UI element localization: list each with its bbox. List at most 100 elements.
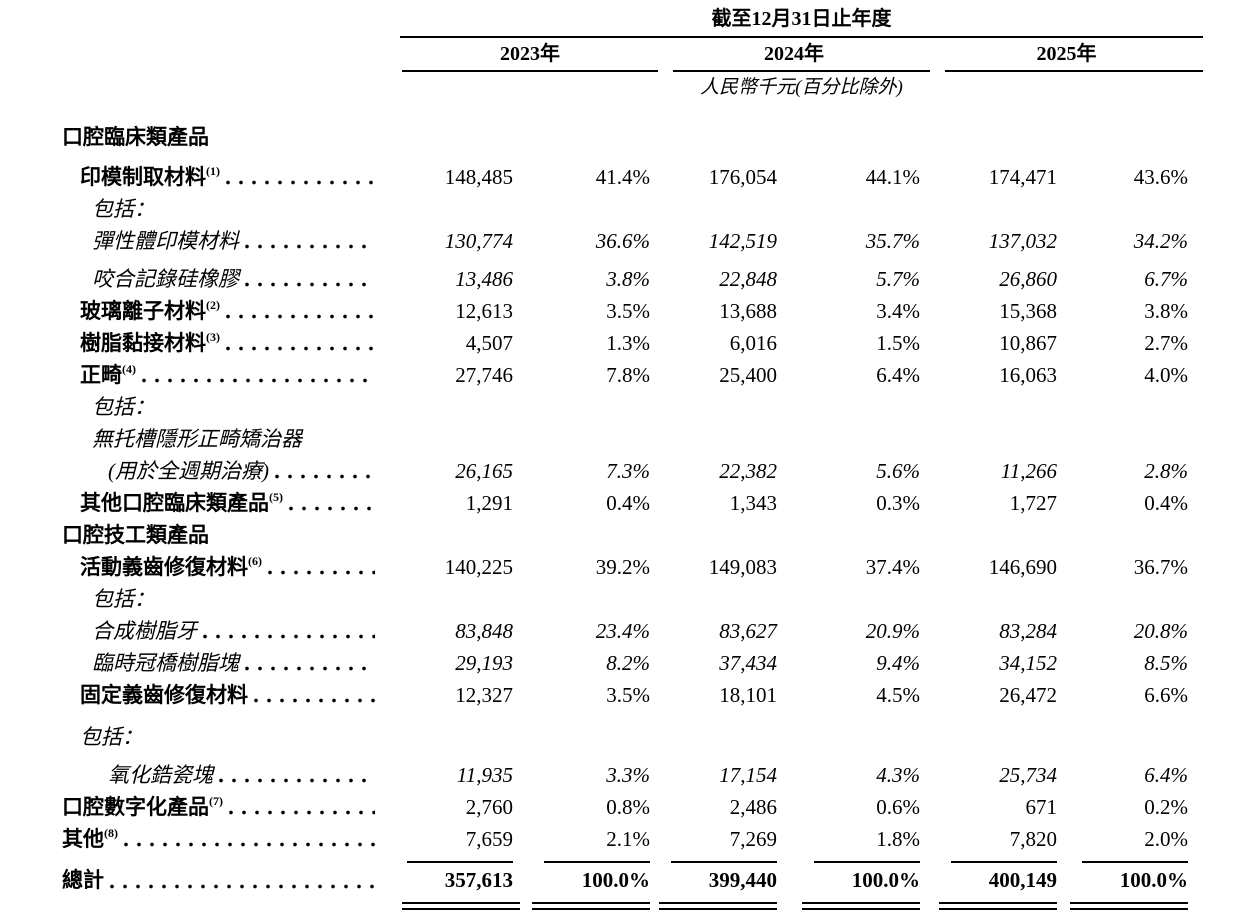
dot-leader [245,666,375,671]
percent-cell: 1.3% [606,331,650,355]
dot-leader [203,634,375,639]
row-label: 包括： [80,725,143,749]
dot-leader [254,698,375,703]
amount-cell: 174,471 [988,165,1057,189]
percent-cell: 36.6% [595,229,650,253]
year-column-2023: 2023年 [500,43,560,65]
total-bottom-double-rule-segment [658,902,777,910]
total-top-rule-segment [930,861,1057,863]
year-rule-2024 [658,70,930,72]
table-row: (用於全週期治療) 26,165 7.3% 22,382 5.6% 11,266 2.8% [62,455,1203,487]
percent-cell: 100.0% [581,868,650,892]
percent-cell: 3.3% [606,763,650,787]
percent-cell: 35.7% [865,229,920,253]
percent-cell: 3.5% [606,683,650,707]
table-row: 正畸(4) 27,746 7.8% 25,400 6.4% 16,063 4.0% [62,359,1203,391]
total-bottom-double-rule-segment [402,902,520,910]
table-row: 氧化鋯瓷塊 11,935 3.3% 17,154 4.3% 25,734 6.4% [62,759,1203,791]
row-label: 包括： [92,197,155,221]
amount-cell: 29,193 [455,651,513,675]
percent-cell: 4.5% [876,683,920,707]
percent-cell: 3.8% [606,267,650,291]
total-row: 總計 357,613 100.0% 399,440 100.0% 400,149 100.0… [62,863,1203,897]
table-row: 其他口腔臨床類產品(5) 1,291 0.4% 1,343 0.3% 1,727 0.4% [62,487,1203,519]
table-row: 彈性體印模材料 130,774 36.6% 142,519 35.7% 137,032 34… [62,225,1203,257]
dot-leader [275,474,375,479]
sub-label-row: 包括： [62,193,1203,225]
percent-cell: 2.1% [606,827,650,851]
sub-label-row: 無托槽隱形正畸矯治器 [62,423,1203,455]
amount-cell: 12,327 [455,683,513,707]
row-label: 正畸(4) [80,362,136,387]
amount-cell: 25,400 [719,363,777,387]
footnote-marker: (4) [122,362,136,376]
dot-leader [226,180,375,185]
amount-cell: 2,760 [465,795,513,819]
table-row: 咬合記錄硅橡膠 13,486 3.8% 22,848 5.7% 26,860 6.7% [62,263,1203,295]
section-header-row: 口腔臨床類產品 [62,121,1203,153]
percent-cell: 0.4% [606,491,650,515]
total-top-rule-segment [1057,861,1203,863]
table-row: 臨時冠橋樹脂塊 29,193 8.2% 37,434 9.4% 34,152 8.5% [62,647,1203,679]
percent-cell: 44.1% [865,165,920,189]
row-label-cell: 口腔數字化產品(7) [62,791,402,823]
table-row: 印模制取材料(1) 148,485 41.4% 176,054 44.1% 174,471… [62,161,1203,193]
percent-cell: 5.6% [876,459,920,483]
footnote-marker: (5) [269,490,283,504]
row-label: 口腔臨床類產品 [62,125,209,149]
amount-cell: 10,867 [999,331,1057,355]
row-label: 其他口腔臨床類產品(5) [80,490,283,515]
amount-cell: 34,152 [999,651,1057,675]
year-column-2024: 2024年 [764,43,824,65]
percent-cell: 20.9% [865,619,920,643]
row-label: 包括： [92,587,155,611]
amount-cell: 146,690 [988,555,1057,579]
amount-cell: 357,613 [444,868,513,892]
total-top-rule-segment [513,861,658,863]
financial-table: 截至12月31日止年度 2023年 2024年 2025年 人民幣千元(百分比除… [62,0,1203,910]
total-bottom-double-rule [62,902,1203,910]
percent-cell: 34.2% [1133,229,1188,253]
amount-cell: 2,486 [729,795,777,819]
row-label: 氧化鋯瓷塊 [108,763,213,787]
percent-cell: 0.3% [876,491,920,515]
row-label: 合成樹脂牙 [92,619,197,643]
amount-cell: 142,519 [708,229,777,253]
amount-cell: 26,860 [999,267,1057,291]
dot-leader [226,346,375,351]
percent-cell: 1.5% [876,331,920,355]
table-row: 活動義齒修復材料(6) 140,225 39.2% 149,083 37.4% 146,6… [62,551,1203,583]
amount-cell: 83,627 [719,619,777,643]
amount-cell: 17,154 [719,763,777,787]
row-label-cell: 正畸(4) [62,359,402,391]
amount-cell: 4,507 [465,331,513,355]
footnote-marker: (1) [206,164,220,178]
percent-cell: 23.4% [595,619,650,643]
row-label: 總計 [62,868,104,892]
percent-cell: 0.8% [606,795,650,819]
footnote-marker: (6) [248,554,262,568]
percent-cell: 100.0% [851,868,920,892]
percent-cell: 3.4% [876,299,920,323]
percent-cell: 100.0% [1119,868,1188,892]
percent-cell: 0.2% [1144,795,1188,819]
amount-cell: 22,848 [719,267,777,291]
footnote-marker: (7) [209,794,223,808]
amount-cell: 399,440 [708,868,777,892]
year-group-rules [62,70,1203,72]
percent-cell: 7.8% [606,363,650,387]
percent-cell: 8.2% [606,651,650,675]
row-label: 彈性體印模材料 [92,229,239,253]
percent-cell: 6.4% [876,363,920,387]
table-row: 其他(8) 7,659 2.1% 7,269 1.8% 7,820 2.0% [62,823,1203,855]
total-top-rule-segment [777,861,930,863]
row-label: 口腔技工類產品 [62,523,209,547]
unit-note: 人民幣千元(百分比除外) [700,77,903,98]
amount-cell: 37,434 [719,651,777,675]
row-label: 樹脂黏接材料(3) [80,330,220,355]
percent-cell: 41.4% [595,165,650,189]
table-row: 合成樹脂牙 83,848 23.4% 83,627 20.9% 83,284 20.8% [62,615,1203,647]
percent-cell: 43.6% [1133,165,1188,189]
sub-label-row: 包括： [62,391,1203,423]
dot-leader [245,244,375,249]
